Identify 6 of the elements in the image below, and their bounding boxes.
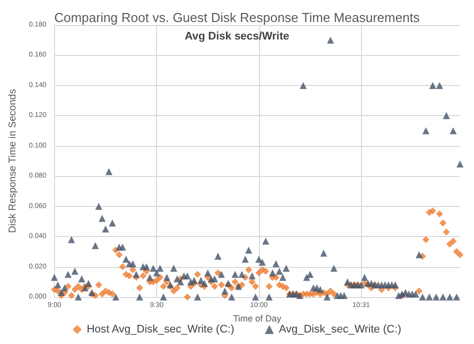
chart-title: Comparing Root vs. Guest Disk Response Time Measurements [54, 10, 420, 25]
legend-label: Host Avg_Disk_sec_Write (C:) [86, 324, 234, 336]
x-axis-title: Time of Day [233, 314, 282, 324]
legend-label: Avg_Disk_sec_Write (C:) [278, 324, 402, 336]
y-axis-title: Disk Response Time in Seconds [8, 89, 18, 233]
text: Avg Disk secs/Write [184, 30, 290, 42]
